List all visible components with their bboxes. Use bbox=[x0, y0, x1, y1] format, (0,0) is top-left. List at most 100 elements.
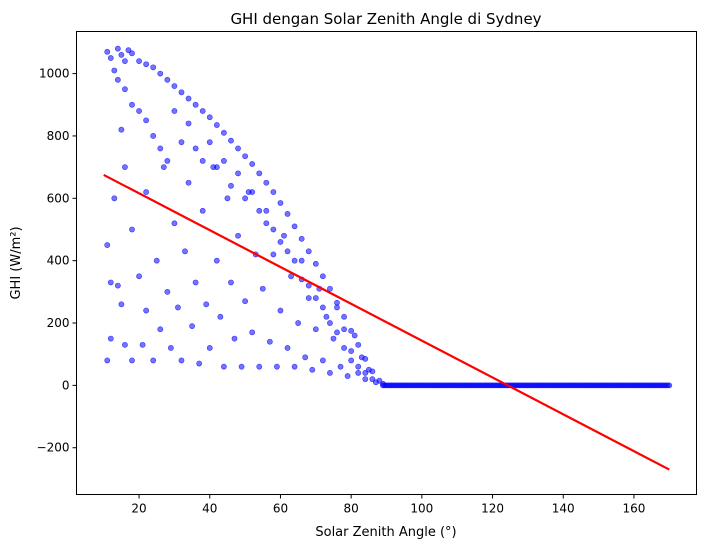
scatter-point bbox=[199, 207, 206, 214]
scatter-point bbox=[344, 373, 351, 379]
scatter-point bbox=[107, 335, 114, 342]
scatter-point bbox=[104, 48, 111, 55]
scatter-point bbox=[185, 120, 192, 127]
scatter-point bbox=[284, 345, 291, 351]
scatter-point bbox=[157, 145, 164, 152]
scatter-point bbox=[122, 86, 128, 93]
scatter-point bbox=[298, 257, 305, 264]
x-tick-label: 80 bbox=[344, 502, 359, 516]
scatter-point bbox=[122, 58, 128, 65]
scatter-point bbox=[312, 326, 319, 333]
scatter-point bbox=[104, 357, 111, 364]
y-axis-title: GHI (W/m²) bbox=[9, 226, 24, 299]
scatter-point bbox=[351, 332, 358, 339]
y-tick-label: 400 bbox=[47, 254, 70, 268]
scatter-point bbox=[334, 304, 340, 311]
scatter-point bbox=[150, 64, 157, 71]
y-tick-label: 1000 bbox=[39, 67, 70, 81]
scatter-point bbox=[235, 232, 241, 239]
scatter-point bbox=[171, 108, 178, 114]
scatter-point bbox=[291, 223, 298, 230]
scatter-point bbox=[319, 273, 326, 280]
scatter-point bbox=[114, 45, 121, 52]
scatter-point bbox=[171, 220, 178, 227]
x-tick-label: 140 bbox=[552, 502, 575, 516]
scatter-point bbox=[221, 363, 227, 370]
scatter-point bbox=[206, 139, 213, 146]
scatter-point bbox=[129, 101, 135, 108]
plot-area-frame bbox=[76, 31, 697, 495]
x-tick-label: 160 bbox=[622, 502, 645, 516]
scatter-point bbox=[143, 189, 150, 195]
scatter-point bbox=[150, 133, 157, 139]
scatter-point bbox=[189, 323, 195, 330]
scatter-point bbox=[231, 335, 238, 342]
scatter-point bbox=[270, 226, 277, 233]
scatter-point bbox=[164, 76, 171, 83]
scatter-point bbox=[355, 341, 362, 348]
scatter-point bbox=[249, 329, 256, 336]
scatter-point bbox=[355, 370, 362, 376]
scatter-point bbox=[203, 301, 210, 308]
scatter-point bbox=[327, 320, 333, 326]
scatter-point bbox=[107, 55, 114, 61]
scatter-point bbox=[136, 108, 142, 114]
scatter-point bbox=[118, 301, 125, 308]
scatter-point bbox=[259, 285, 266, 292]
scatter-point bbox=[256, 363, 263, 370]
scatter-point bbox=[164, 288, 171, 295]
scatter-point bbox=[256, 170, 263, 177]
scatter-point bbox=[274, 363, 280, 370]
scatter-point bbox=[242, 195, 249, 202]
y-tick-label: 600 bbox=[47, 191, 70, 205]
scatter-point bbox=[143, 61, 150, 68]
scatter-point bbox=[348, 357, 355, 364]
scatter-point bbox=[129, 357, 135, 364]
scatter-point bbox=[323, 313, 330, 320]
scatter-point bbox=[114, 282, 121, 289]
y-axis-ticks: −200 0 200 400 600 800 1000 bbox=[37, 67, 77, 455]
x-tick-label: 40 bbox=[202, 502, 217, 516]
x-tick-label: 60 bbox=[273, 502, 288, 516]
scatter-point bbox=[118, 126, 125, 133]
scatter-point bbox=[114, 76, 121, 83]
scatter-point bbox=[319, 304, 326, 311]
scatter-point bbox=[277, 200, 284, 206]
scatter-point bbox=[298, 235, 305, 242]
scatter-point bbox=[334, 329, 340, 336]
scatter-point bbox=[192, 279, 199, 286]
scatter-point bbox=[136, 273, 142, 280]
scatter-point bbox=[111, 67, 118, 74]
scatter-point bbox=[221, 129, 227, 136]
scatter-point bbox=[213, 257, 220, 264]
scatter-point bbox=[217, 313, 224, 320]
scatter-points-layer bbox=[104, 45, 673, 389]
scatter-point bbox=[221, 157, 227, 164]
scatter-point bbox=[178, 89, 185, 96]
scatter-point bbox=[355, 363, 362, 370]
scatter-point bbox=[263, 207, 270, 214]
scatter-point bbox=[263, 179, 270, 186]
scatter-point bbox=[291, 363, 298, 370]
scatter-point bbox=[305, 282, 312, 289]
scatter-point bbox=[330, 335, 337, 342]
scatter-point bbox=[341, 313, 347, 320]
scatter-point bbox=[281, 232, 287, 239]
scatter-point bbox=[249, 161, 256, 167]
scatter-point bbox=[235, 170, 241, 177]
y-tick-label: 0 bbox=[62, 378, 70, 392]
scatter-point bbox=[150, 357, 157, 364]
scatter-point bbox=[192, 145, 199, 152]
scatter-point bbox=[235, 145, 241, 152]
scatter-point bbox=[341, 345, 347, 351]
scatter-point bbox=[341, 326, 347, 333]
scatter-point bbox=[213, 122, 220, 128]
scatter-point bbox=[302, 354, 309, 361]
chart-title: GHI dengan Solar Zenith Angle di Sydney bbox=[230, 10, 541, 28]
scatter-point bbox=[305, 248, 312, 255]
scatter-point bbox=[666, 382, 673, 389]
scatter-point bbox=[129, 50, 135, 57]
y-tick-label: 800 bbox=[47, 129, 70, 143]
scatter-point bbox=[129, 226, 135, 233]
